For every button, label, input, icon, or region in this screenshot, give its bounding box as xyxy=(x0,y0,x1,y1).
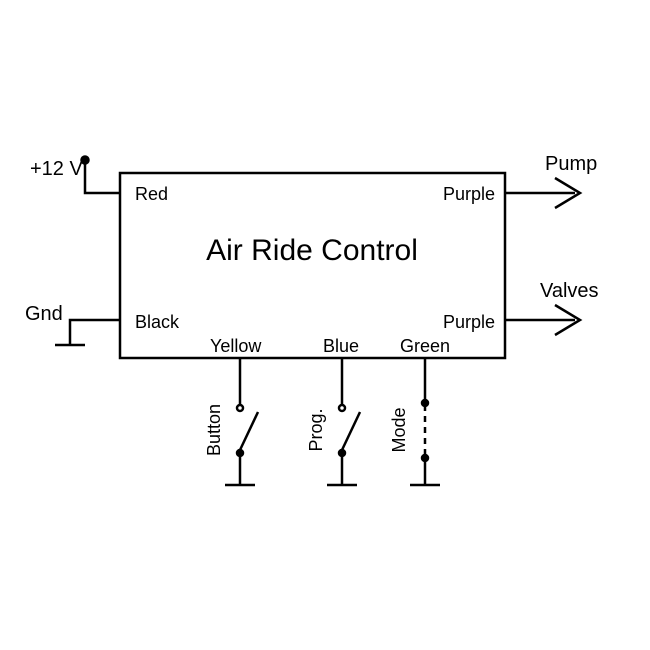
switch-mode xyxy=(410,358,440,485)
switch3-label: Mode xyxy=(389,407,409,452)
pin-black: Black xyxy=(135,312,180,332)
pin-red: Red xyxy=(135,184,168,204)
pin-purple-bot: Purple xyxy=(443,312,495,332)
pin-yellow: Yellow xyxy=(210,336,262,356)
pin-blue: Blue xyxy=(323,336,359,356)
switch1-label: Button xyxy=(204,404,224,456)
valves-out xyxy=(505,305,580,335)
ground-label: Gnd xyxy=(25,303,63,325)
pump-label: Pump xyxy=(545,153,597,175)
pin-green: Green xyxy=(400,336,450,356)
box-title: Air Ride Control xyxy=(206,234,418,267)
switch-prog xyxy=(327,358,360,485)
valves-label: Valves xyxy=(540,280,599,302)
power-label: +12 V xyxy=(30,158,83,180)
pump-out xyxy=(505,178,580,208)
switch-button xyxy=(225,358,258,485)
switch2-label: Prog. xyxy=(306,408,326,451)
wiring-diagram: Air Ride Control Red Purple Black Purple… xyxy=(0,0,650,650)
ground xyxy=(55,320,120,345)
pin-purple-top: Purple xyxy=(443,184,495,204)
power-in xyxy=(82,157,121,194)
